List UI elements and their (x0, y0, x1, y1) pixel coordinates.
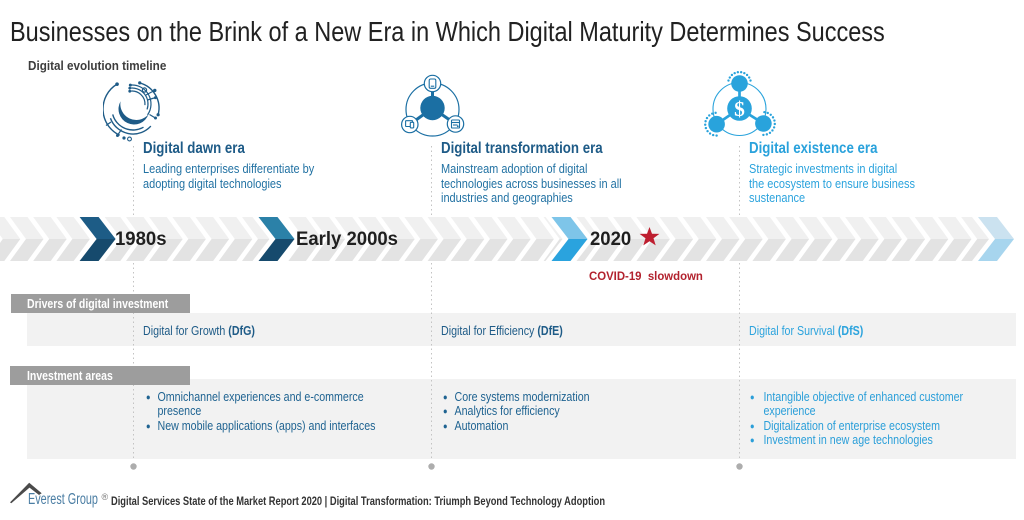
svg-text:$: $ (734, 97, 745, 121)
